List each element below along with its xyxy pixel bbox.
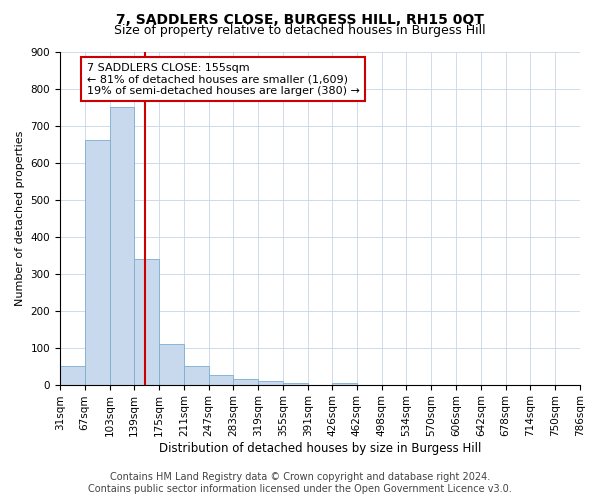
Bar <box>134 259 159 384</box>
Bar <box>258 381 283 384</box>
Bar <box>110 107 134 384</box>
Text: Size of property relative to detached houses in Burgess Hill: Size of property relative to detached ho… <box>114 24 486 37</box>
Bar <box>60 366 85 384</box>
Bar <box>233 379 258 384</box>
Bar <box>85 140 110 384</box>
Text: 7, SADDLERS CLOSE, BURGESS HILL, RH15 0QT: 7, SADDLERS CLOSE, BURGESS HILL, RH15 0Q… <box>116 12 484 26</box>
Bar <box>209 376 233 384</box>
Bar <box>159 344 184 385</box>
Bar <box>184 366 209 384</box>
Bar <box>332 382 357 384</box>
Bar <box>283 382 308 384</box>
Y-axis label: Number of detached properties: Number of detached properties <box>15 130 25 306</box>
Text: 7 SADDLERS CLOSE: 155sqm
← 81% of detached houses are smaller (1,609)
19% of sem: 7 SADDLERS CLOSE: 155sqm ← 81% of detach… <box>87 62 359 96</box>
X-axis label: Distribution of detached houses by size in Burgess Hill: Distribution of detached houses by size … <box>159 442 481 455</box>
Text: Contains HM Land Registry data © Crown copyright and database right 2024.
Contai: Contains HM Land Registry data © Crown c… <box>88 472 512 494</box>
